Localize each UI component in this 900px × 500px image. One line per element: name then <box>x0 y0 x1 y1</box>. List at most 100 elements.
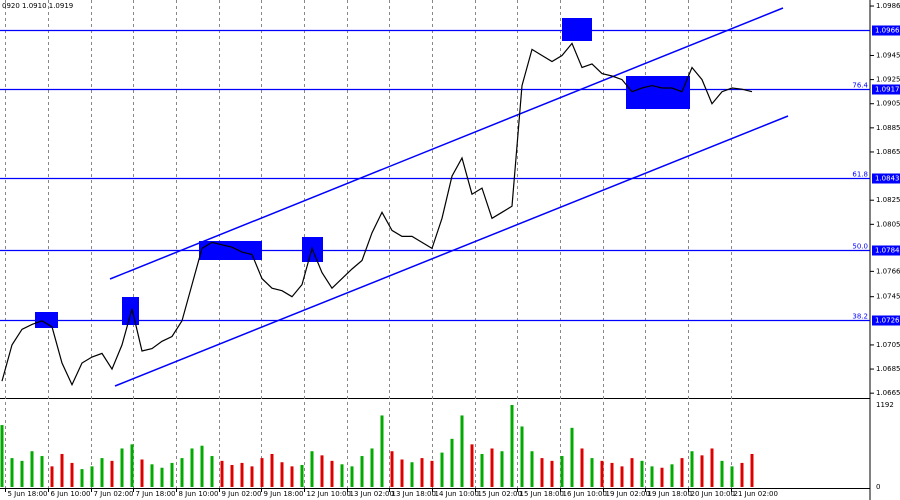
highlight-box <box>562 18 592 41</box>
volume-bar <box>330 460 334 487</box>
y-tick-label: 1.0745 <box>876 293 900 301</box>
highlight-box <box>199 241 262 260</box>
volume-bar <box>470 444 474 487</box>
volume-bar <box>530 451 534 487</box>
volume-bar <box>290 466 294 487</box>
x-tick-label: 9 Jun 18:00 <box>264 490 304 498</box>
level-tag-label: 1.0843 <box>875 175 900 183</box>
x-tick-label: 15 Jun 02:00 <box>478 490 522 498</box>
volume-bar <box>260 458 264 487</box>
volume-bar <box>690 451 694 487</box>
x-tick-label: 13 Jun 18:00 <box>392 490 436 498</box>
volume-bar <box>10 458 14 487</box>
volume-bar <box>50 466 54 487</box>
volume-bar <box>280 462 284 487</box>
volume-bar <box>710 448 714 487</box>
volume-bar <box>350 466 354 487</box>
volume-bar <box>400 459 404 487</box>
level-tag <box>872 173 900 184</box>
x-tick-label: 16 Jun 10:00 <box>563 490 607 498</box>
volume-bar <box>170 462 174 487</box>
volume-bar <box>430 460 434 487</box>
x-tick-label: 7 Jun 18:00 <box>136 490 176 498</box>
x-tick-label: 6 Jun 10:00 <box>51 490 91 498</box>
level-tag-label: 1.0917 <box>875 86 900 94</box>
volume-bar <box>240 462 244 487</box>
volume-bar <box>320 455 324 487</box>
highlight-box <box>626 76 690 109</box>
level-tag <box>872 84 900 95</box>
volume-tick-label: 1192 <box>876 401 894 409</box>
volume-bar <box>650 466 654 487</box>
volume-bar <box>680 458 684 487</box>
x-tick-label: 9 Jun 02:00 <box>222 490 262 498</box>
volume-bar <box>420 458 424 487</box>
x-tick-label: 13 Jun 02:00 <box>350 490 394 498</box>
volume-bar <box>220 460 224 487</box>
volume-bar <box>700 455 704 487</box>
volume-bar <box>250 466 254 487</box>
y-tick-label: 1.0986 <box>876 2 900 10</box>
volume-bar <box>360 456 364 487</box>
level-tag <box>872 315 900 326</box>
level-tag-label: 1.0784 <box>875 247 900 255</box>
volume-bar <box>40 456 44 487</box>
volume-bar <box>150 464 154 487</box>
level-tag <box>872 245 900 256</box>
volume-bar <box>120 448 124 487</box>
volume-bar <box>180 458 184 487</box>
level-tag <box>872 25 900 36</box>
volume-bar <box>480 453 484 487</box>
y-tick-label: 1.0925 <box>876 76 900 84</box>
volume-bar <box>90 466 94 487</box>
y-tick-label: 1.0945 <box>876 51 900 59</box>
level-tag-label: 1.0726 <box>875 317 900 325</box>
volume-bar <box>600 460 604 487</box>
price-line <box>1 42 753 387</box>
x-tick-label: 19 Jun 02:00 <box>606 490 650 498</box>
volume-bar <box>190 448 194 487</box>
volume-bar <box>670 464 674 487</box>
volume-bar <box>490 448 494 487</box>
volume-bar <box>100 458 104 487</box>
y-tick-label: 1.0665 <box>876 389 900 397</box>
header: 0920 1.0910 1.0919 <box>2 2 73 10</box>
volume-bar <box>500 451 504 487</box>
volume-bar <box>510 405 514 487</box>
volume-bar <box>410 462 414 487</box>
volume-bar <box>390 451 394 487</box>
fib-label: 50.0 <box>852 243 868 251</box>
y-tick-label: 1.0805 <box>876 220 900 228</box>
fib-label: 38.2 <box>852 313 868 321</box>
volume-bar <box>310 451 314 487</box>
x-tick-label: 12 Jun 10:00 <box>307 490 351 498</box>
volume-bar <box>60 453 64 487</box>
volume-bar <box>550 460 554 487</box>
volume-bar <box>70 462 74 487</box>
volume-tick-label: 0 <box>876 483 880 491</box>
x-tick-label: 8 Jun 10:00 <box>179 490 219 498</box>
x-tick-label: 21 Jun 02:00 <box>734 490 778 498</box>
volume-bar <box>230 464 234 487</box>
volume-bar <box>460 415 464 487</box>
volume-bar <box>620 466 624 487</box>
volume-bar <box>0 425 4 487</box>
volume-bar <box>130 444 134 487</box>
volume-bar <box>660 467 664 487</box>
volume-bar <box>210 456 214 487</box>
x-tick-label: 14 Jun 10:00 <box>435 490 479 498</box>
x-tick-label: 19 Jun 18:00 <box>648 490 692 498</box>
volume-bar <box>270 453 274 487</box>
x-tick-label: 7 Jun 02:00 <box>94 490 134 498</box>
volume-bar <box>560 456 564 487</box>
volume-bar <box>160 467 164 487</box>
y-tick-label: 1.0865 <box>876 148 900 156</box>
highlight-box <box>122 297 139 325</box>
x-tick-label: 5 Jun 18:00 <box>8 490 48 498</box>
volume-bar <box>520 426 524 487</box>
channel-upper <box>109 7 784 280</box>
volume-bar <box>450 438 454 487</box>
volume-bar <box>580 448 584 487</box>
volume-bar <box>30 451 34 487</box>
